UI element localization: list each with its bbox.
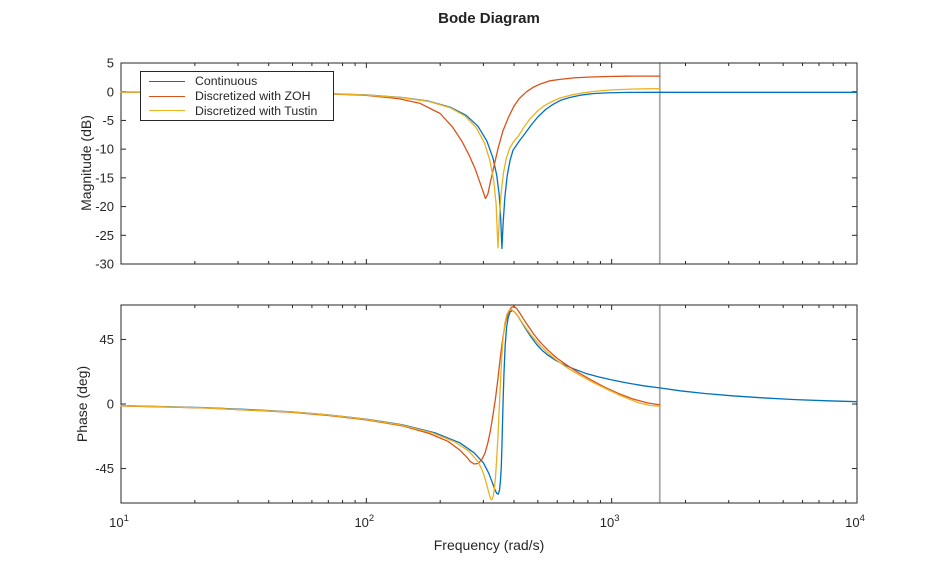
- y-tick-label: 0: [107, 84, 114, 99]
- magnitude-plot-frame: [120, 62, 858, 265]
- y-tick-label: 5: [107, 56, 114, 71]
- y-tick-label: -25: [95, 228, 114, 243]
- x-tick-label: 103: [600, 513, 620, 530]
- curve-continuous: [120, 309, 858, 495]
- y-tick-label: 0: [107, 397, 114, 412]
- continuous-line-sample: [149, 80, 185, 82]
- phase-axis-label: Phase (deg): [74, 365, 90, 443]
- y-tick-label: -15: [95, 170, 114, 185]
- y-tick-label: -5: [102, 113, 114, 128]
- legend: Continuous Discretized with ZOH Discreti…: [140, 71, 334, 121]
- tustin-line-sample: [149, 110, 185, 112]
- x-tick-label: 101: [109, 513, 129, 530]
- figure-title: Bode Diagram: [438, 10, 540, 27]
- legend-label: Discretized with Tustin: [195, 103, 318, 118]
- y-tick-label: -20: [95, 199, 114, 214]
- magnitude-axis-label: Magnitude (dB): [78, 115, 94, 211]
- legend-label: Discretized with ZOH: [195, 88, 311, 103]
- y-tick-label: -30: [95, 257, 114, 272]
- legend-label: Continuous: [195, 74, 258, 89]
- curve-discretized-with-tustin: [120, 87, 661, 249]
- y-tick-label: -10: [95, 142, 114, 157]
- legend-item-continuous[interactable]: Continuous: [141, 74, 333, 89]
- x-tick-label: 102: [354, 513, 374, 530]
- curve-discretized-with-tustin: [120, 308, 661, 501]
- legend-item-zoh[interactable]: Discretized with ZOH: [141, 89, 333, 104]
- y-tick-label: -45: [95, 461, 114, 476]
- y-tick-label: 45: [100, 332, 114, 347]
- legend-item-tustin[interactable]: Discretized with Tustin: [141, 103, 333, 118]
- curve-discretized-with-zoh: [120, 75, 661, 200]
- frequency-axis-label: Frequency (rad/s): [433, 537, 545, 553]
- curve-discretized-with-zoh: [120, 305, 661, 465]
- x-tick-label: 104: [845, 513, 865, 530]
- zoh-line-sample: [149, 95, 185, 97]
- phase-plot-frame: [120, 304, 858, 504]
